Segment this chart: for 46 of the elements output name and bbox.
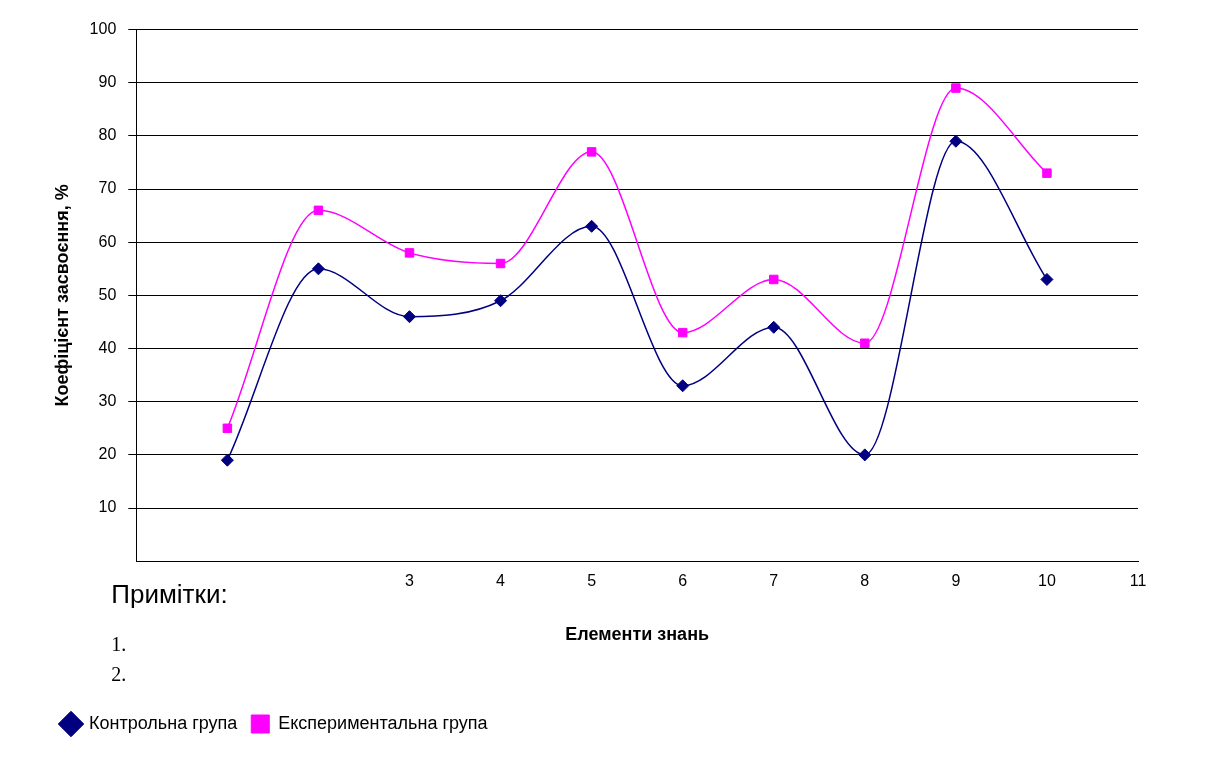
x-tick-label: 4 [496, 572, 506, 590]
point [313, 205, 324, 216]
point [767, 320, 781, 334]
x-tick-label: 5 [587, 572, 597, 590]
x-tick-label: 10 [1038, 572, 1056, 590]
x-tick-label: 7 [769, 572, 779, 590]
point [769, 274, 779, 285]
point [222, 423, 233, 434]
text: 2. [111, 663, 127, 686]
point [494, 294, 508, 308]
x-tick-label: 6 [678, 572, 688, 590]
point [495, 258, 506, 269]
point [860, 338, 870, 348]
y-tick-label: 10 [98, 498, 117, 516]
text: 1. [111, 633, 127, 656]
x-tick-label: 3 [405, 572, 415, 590]
x-axis-title: Елементи знань [565, 624, 710, 645]
point [677, 327, 688, 338]
x-tick-label: 9 [951, 572, 961, 590]
y-tick-label: 100 [89, 20, 117, 38]
point [585, 219, 599, 233]
y-tick-label: 40 [98, 338, 117, 356]
point [949, 134, 963, 148]
y-tick-label: 90 [98, 73, 117, 91]
x-tick-label: 8 [860, 572, 870, 590]
point [858, 448, 872, 462]
y-tick-label: 70 [98, 179, 117, 197]
point [676, 379, 690, 393]
legend-label: Експериментальна група [278, 712, 489, 733]
point [220, 453, 234, 467]
point [586, 147, 597, 157]
y-tick-label: 20 [98, 445, 117, 463]
legend-label: Контрольна група [89, 712, 239, 733]
point [311, 262, 325, 276]
text: Примітки: [111, 579, 228, 610]
y-axis-title: Коефіцієнт засвоєння, % [51, 184, 72, 407]
x-tick-label: 11 [1129, 572, 1147, 590]
point [1040, 272, 1054, 286]
point [1042, 168, 1052, 178]
point [404, 248, 415, 258]
y-tick-label: 60 [98, 232, 117, 250]
point [402, 310, 416, 324]
y-tick-label: 80 [98, 126, 117, 144]
y-tick-label: 30 [98, 392, 117, 410]
y-tick-label: 50 [98, 285, 117, 303]
point [951, 83, 961, 93]
